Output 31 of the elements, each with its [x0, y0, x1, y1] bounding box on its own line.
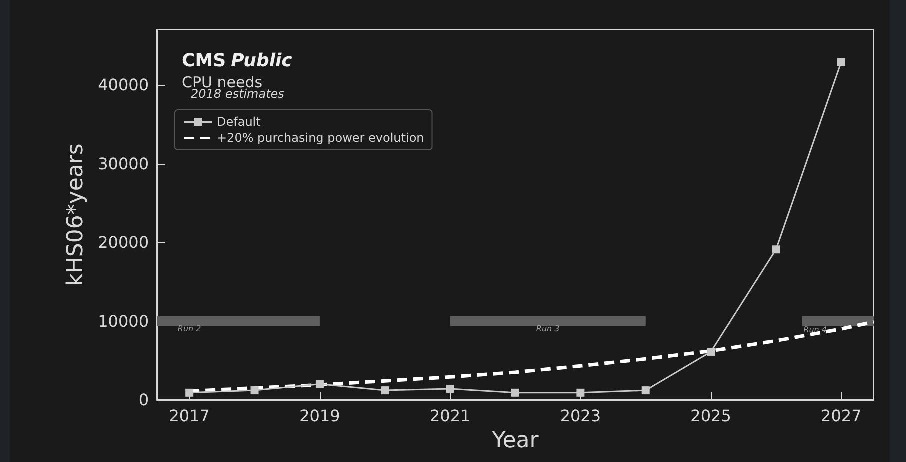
point	[186, 388, 194, 397]
point	[772, 246, 780, 254]
y-tick-label: 20000	[98, 233, 149, 252]
legend-label: +20% purchasing power evolution	[217, 131, 424, 145]
y-tick-label: 30000	[98, 154, 149, 174]
point	[512, 388, 520, 397]
y-tick-label: 10000	[98, 312, 149, 331]
y-tick-label: 0	[138, 390, 149, 410]
x-tick-label: 2017	[169, 406, 210, 426]
x-tick-label: 2027	[821, 406, 862, 426]
point	[446, 384, 454, 393]
annotation: Run 4	[804, 325, 828, 334]
point	[250, 386, 259, 395]
x-axis-title: Year	[491, 428, 540, 454]
point	[576, 388, 585, 397]
text: CMS Public	[182, 50, 293, 72]
annotation: 2018 estimates	[191, 87, 284, 101]
point	[381, 386, 390, 395]
x-tick-label: 2025	[690, 406, 732, 426]
annotation: Run 2	[178, 324, 202, 334]
point	[707, 348, 716, 356]
x-tick-label: 2023	[560, 406, 602, 426]
point	[642, 386, 650, 395]
y-axis-title: kHS06*years	[64, 144, 88, 286]
point	[837, 58, 846, 66]
y-tick-label: 40000	[98, 76, 149, 95]
legend-label: Default	[217, 115, 262, 129]
x-tick-label: 2021	[430, 406, 471, 426]
x-tick-label: 2019	[300, 406, 340, 426]
point	[316, 380, 324, 388]
annotation: Run 3	[536, 324, 560, 334]
